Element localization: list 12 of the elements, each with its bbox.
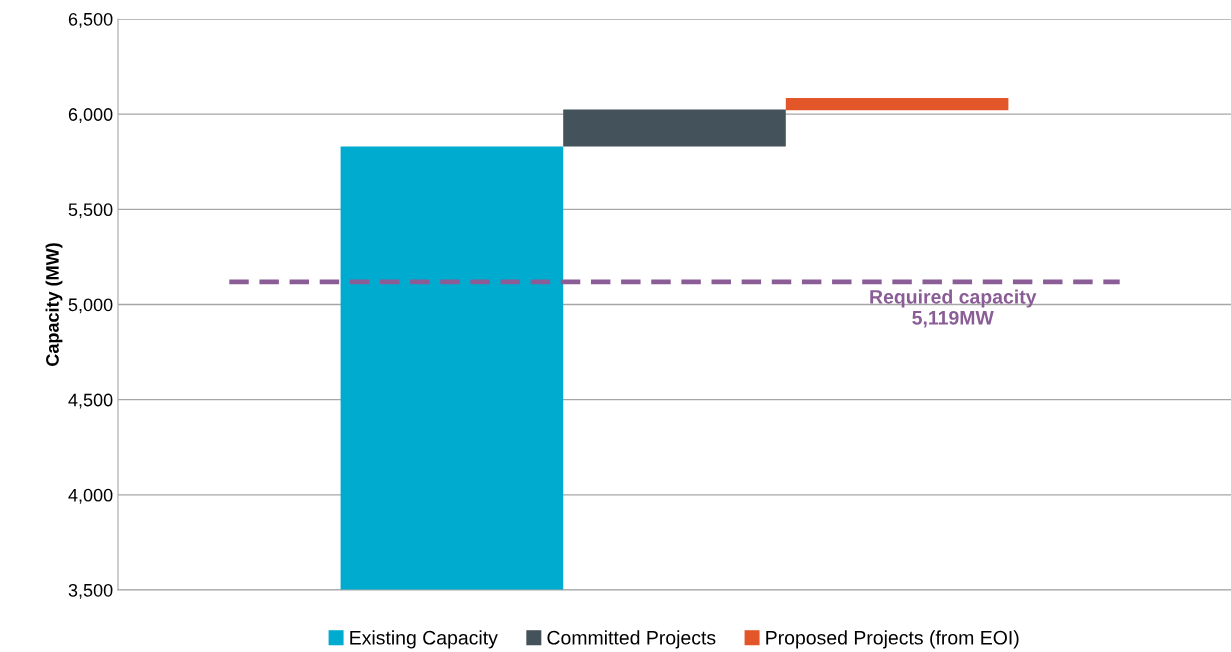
legend-label: Existing Capacity bbox=[350, 630, 498, 649]
y-tick-label: 5,000 bbox=[68, 298, 113, 314]
y-tick-label: 4,500 bbox=[68, 393, 113, 409]
legend-label: Committed Projects bbox=[547, 630, 716, 649]
legend-label: Proposed Projects (from EOI) bbox=[766, 630, 1019, 649]
y-axis-title: Capacity (MW) bbox=[45, 243, 63, 366]
y-tick-label: 5,500 bbox=[68, 203, 113, 219]
y-tick-label: 6,500 bbox=[68, 12, 113, 28]
y-tick-label: 6,000 bbox=[68, 108, 113, 124]
y-tick-label: 4,000 bbox=[68, 488, 113, 504]
y-tick-label: 3,500 bbox=[68, 583, 113, 599]
ref-line-label: Required capacity 5,119MW bbox=[870, 289, 1037, 328]
